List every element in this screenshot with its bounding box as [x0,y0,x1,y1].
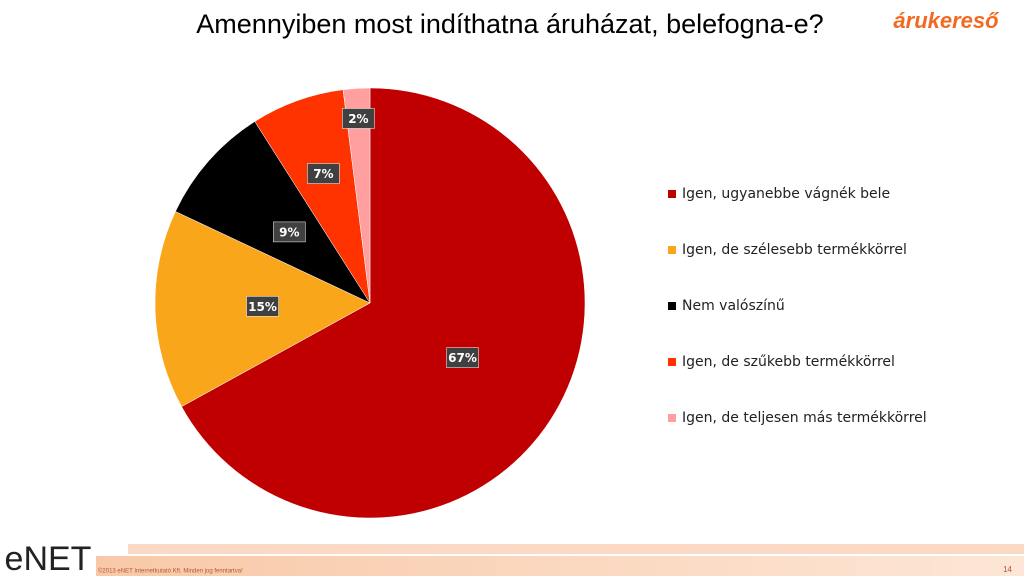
footer-bar [96,556,1024,576]
legend-swatch [668,190,676,198]
legend-label: Igen, ugyanebbe vágnék bele [682,186,890,202]
data-label-box [307,163,340,184]
data-label: 2% [348,112,368,126]
page-number: 14 [1003,565,1012,574]
data-label-box [273,221,306,243]
data-label: 9% [279,225,299,239]
legend-label: Igen, de teljesen más termékkörrel [682,410,927,426]
footer-text: ©2013 eNET Internetkutató Kft. Minden jo… [98,568,243,575]
data-label: 15% [248,300,277,314]
legend-label: Nem valószínű [682,298,785,314]
pie-slice [342,87,371,304]
legend-label: Igen, de szűkebb termékkörrel [682,354,895,370]
chart-title: Amennyiben most indíthatna áruházat, bel… [196,9,823,39]
legend-swatch [668,358,676,366]
company-logo: eNET [5,540,92,576]
pie-slice [175,121,371,304]
legend-swatch [668,302,676,310]
data-label-box [446,347,479,368]
brand-logo: árukereső [893,8,1000,33]
footer-band [128,544,1024,554]
pie-slice [181,87,586,519]
data-label: 7% [313,167,333,181]
data-label-box [342,108,375,129]
legend-label: Igen, de szélesebb termékkörrel [682,242,907,258]
legend-swatch [668,246,676,254]
legend-swatch [668,414,676,422]
data-label: 67% [448,351,477,365]
data-label-box [246,296,279,317]
